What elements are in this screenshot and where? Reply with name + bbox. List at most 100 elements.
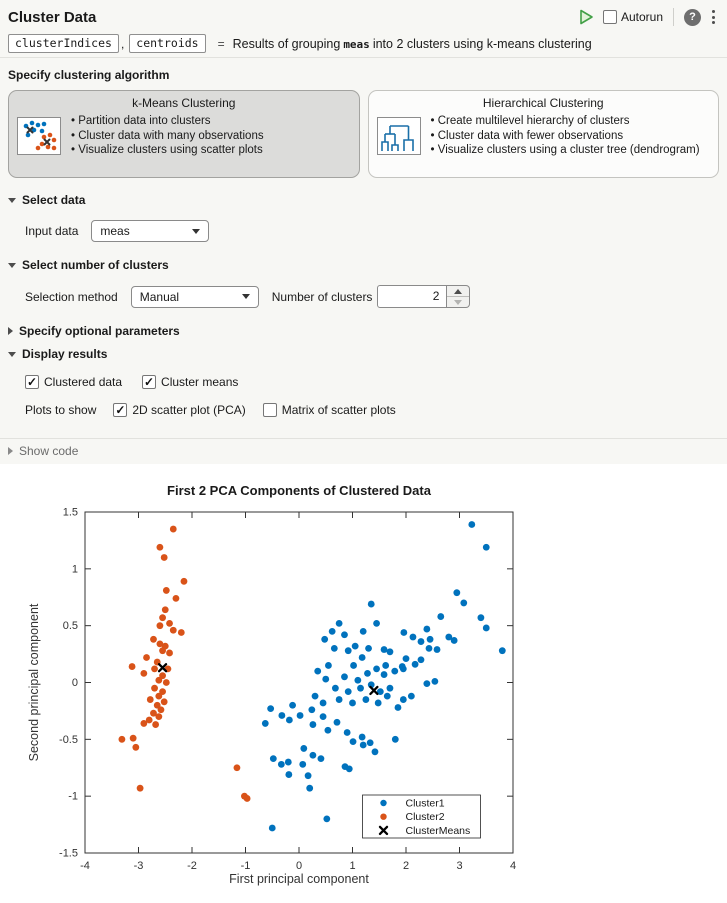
x-tick-label: -4: [80, 860, 90, 872]
help-button[interactable]: ?: [684, 8, 701, 26]
cluster1-points: [261, 521, 506, 832]
selection-method-label: Selection method: [25, 289, 118, 304]
card-bullet: Partition data into clusters: [71, 114, 264, 129]
legend-entry: Cluster1: [406, 798, 445, 810]
autorun-control: Autorun: [602, 10, 663, 24]
x-axis-label: First principal component: [229, 872, 369, 886]
expand-triangle-icon: [8, 327, 13, 335]
card-bullet: Cluster data with fewer observations: [431, 129, 700, 144]
collapse-triangle-icon: [8, 197, 16, 203]
cluster-means-label: Cluster means: [161, 375, 239, 389]
summary-suffix: into 2 clusters using k-means clustering: [372, 36, 592, 51]
header-divider: [673, 8, 674, 26]
meas-code: meas: [343, 37, 370, 51]
header-controls: Autorun ?: [576, 7, 719, 27]
card-title: k-Means Clustering: [132, 96, 236, 110]
clusters-row: Selection method Manual Number of cluste…: [25, 285, 727, 308]
clustered-data-checkbox[interactable]: [25, 375, 39, 389]
autorun-checkbox[interactable]: [602, 10, 617, 24]
dropdown-caret-icon: [192, 228, 201, 234]
select-data-header[interactable]: Select data: [8, 193, 727, 207]
run-button[interactable]: [576, 7, 596, 27]
show-code-toggle[interactable]: Show code: [0, 438, 727, 458]
down-arrow-icon: [454, 299, 463, 305]
input-data-dropdown[interactable]: meas: [91, 220, 210, 242]
optional-params-header[interactable]: Specify optional parameters: [8, 324, 727, 338]
matrix-plot-label: Matrix of scatter plots: [281, 403, 396, 417]
y-tick-label: 0: [72, 677, 78, 689]
plots-row: Plots to show 2D scatter plot (PCA) Matr…: [25, 403, 727, 417]
x-tick-label: -3: [134, 860, 144, 872]
dendrogram-icon: [376, 116, 421, 155]
dropdown-caret-icon: [241, 294, 250, 299]
x-tick-label: 1: [349, 860, 355, 872]
clustered-data-label: Clustered data: [44, 375, 123, 389]
clustermeans-points: [157, 663, 379, 696]
number-of-clusters-label: Number of clusters: [271, 289, 373, 304]
y-tick-label: -0.5: [59, 734, 78, 746]
equals-sign: =: [217, 36, 225, 51]
y-tick-label: 1: [72, 563, 78, 575]
y-axis-label: Second principal component: [27, 603, 41, 761]
collapse-triangle-icon: [8, 262, 16, 268]
y-tick-label: 1.5: [63, 507, 78, 519]
card-bullet: Cluster data with many observations: [71, 129, 263, 144]
x-tick-label: -2: [187, 860, 197, 872]
collapse-triangle-icon: [8, 351, 16, 357]
play-icon: [580, 9, 593, 25]
ellipsis-icon: [712, 10, 715, 13]
up-arrow-icon: [454, 288, 463, 294]
input-data-label: Input data: [25, 224, 79, 238]
number-of-clusters-spinner[interactable]: 2: [377, 285, 471, 308]
card-bullets: Partition data into clusters Cluster dat…: [71, 114, 264, 158]
scatter-plot-checkbox[interactable]: [113, 403, 128, 417]
display-results-header[interactable]: Display results: [8, 347, 727, 361]
output-chip-clusterindices[interactable]: clusterIndices: [8, 34, 119, 53]
clusters-header[interactable]: Select number of clusters: [8, 258, 727, 272]
algorithm-cards: k-Means Clustering Partitio: [8, 90, 719, 178]
x-tick-label: 3: [456, 860, 462, 872]
plots-to-show-label: Plots to show: [25, 403, 97, 417]
card-bullet: Visualize clusters using scatter plots: [71, 143, 264, 158]
task-output-row: clusterIndices , centroids = Results of …: [0, 30, 727, 58]
kmeans-card[interactable]: k-Means Clustering Partitio: [8, 90, 360, 178]
spinner-down-button[interactable]: [447, 297, 469, 307]
card-title: Hierarchical Clustering: [482, 96, 604, 110]
output-chip-centroids[interactable]: centroids: [129, 34, 206, 53]
summary-prefix: Results of grouping: [232, 36, 341, 51]
cluster-count-value[interactable]: 2: [377, 285, 448, 308]
input-data-row: Input data meas: [25, 220, 727, 242]
card-bullet: Create multilevel hierarchy of clusters: [431, 114, 700, 129]
chart-title: First 2 PCA Components of Clustered Data: [167, 483, 432, 498]
cluster-means-checkbox[interactable]: [142, 375, 157, 389]
x-tick-label: 2: [403, 860, 409, 872]
selection-method-dropdown[interactable]: Manual: [130, 285, 259, 308]
card-bullets: Create multilevel hierarchy of clusters …: [431, 114, 700, 158]
cluster2-points: [118, 525, 251, 802]
cluster-data-task-panel: Cluster Data Autorun ? clusterIndices , …: [0, 0, 727, 464]
x-tick-label: 0: [296, 860, 302, 872]
task-summary: Results of grouping meas into 2 clusters u…: [233, 37, 592, 51]
y-tick-label: 0.5: [63, 620, 78, 632]
task-header: Cluster Data Autorun ?: [0, 0, 727, 30]
hierarchical-card[interactable]: Hierarchical Clustering: [367, 90, 719, 178]
x-tick-label: 4: [510, 860, 516, 872]
y-tick-label: -1.5: [59, 848, 78, 860]
legend-entry: ClusterMeans: [406, 825, 471, 837]
scatter-plot-label: 2D scatter plot (PCA): [132, 403, 246, 417]
matrix-plot-checkbox[interactable]: [262, 403, 277, 417]
section-title-algorithm: Specify clustering algorithm: [8, 68, 170, 82]
card-bullet: Visualize clusters using a cluster tree …: [431, 143, 700, 158]
figure-output: First 2 PCA Components of Clustered Data…: [0, 464, 727, 903]
expand-triangle-icon: [8, 447, 13, 455]
x-tick-label: -1: [241, 860, 251, 872]
spinner-up-button[interactable]: [447, 286, 470, 297]
y-tick-label: -1: [68, 791, 78, 803]
autorun-label: Autorun: [620, 10, 663, 24]
task-title: Cluster Data: [8, 8, 97, 26]
comma-separator: ,: [120, 36, 125, 51]
legend-entry: Cluster2: [406, 811, 445, 823]
menu-button[interactable]: [708, 8, 719, 26]
